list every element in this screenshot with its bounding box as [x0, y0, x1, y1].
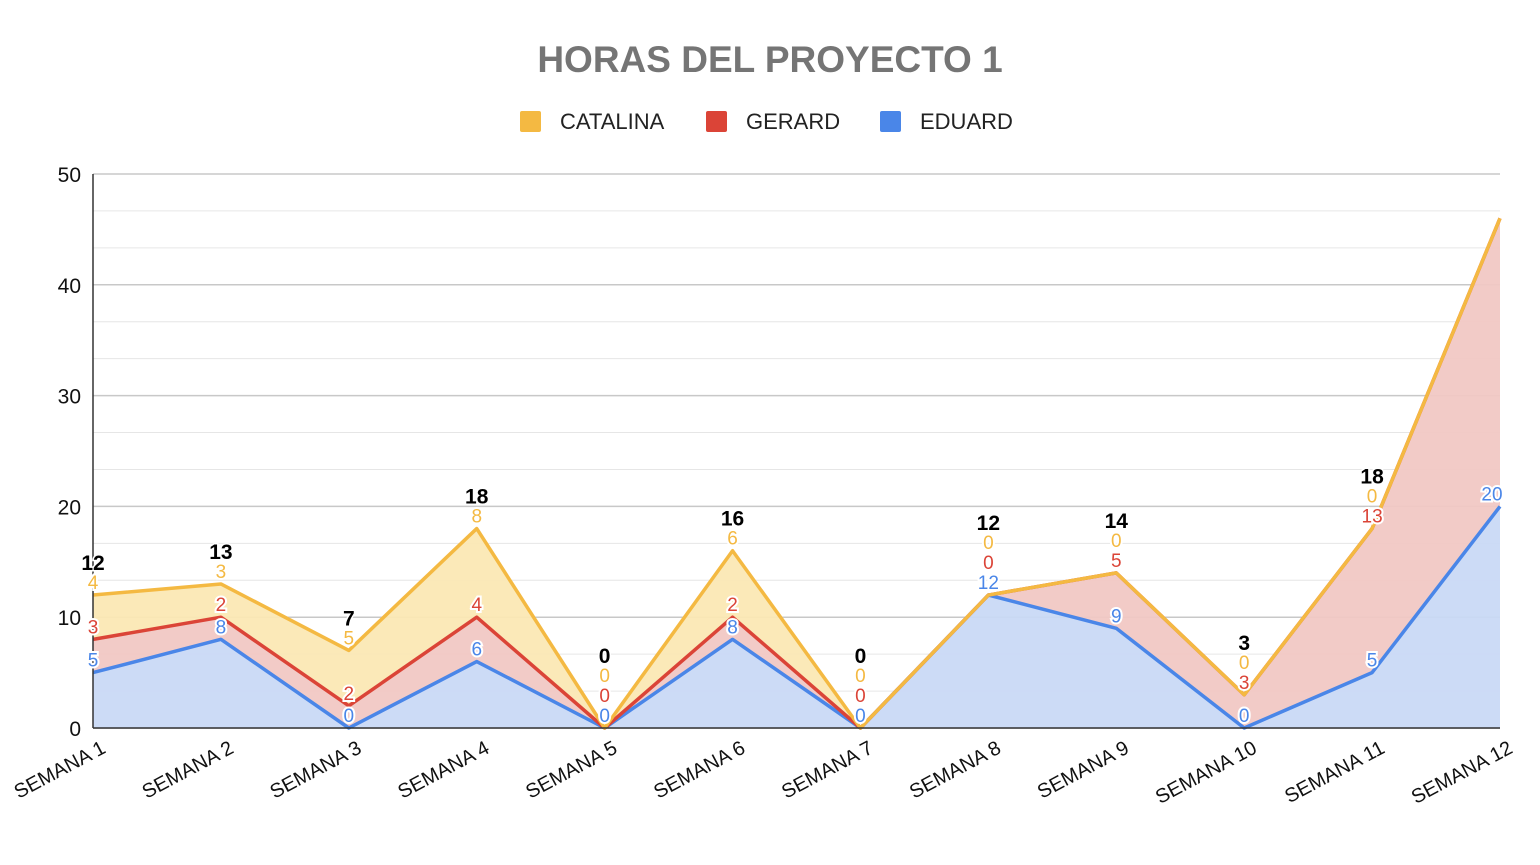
data-label-eduard: 6 — [471, 640, 482, 661]
data-label-eduard: 0 — [344, 706, 355, 727]
total-label: 3 — [1238, 632, 1250, 655]
x-tick-label: SEMANA 12 — [1408, 737, 1516, 809]
y-tick-label: 40 — [58, 275, 81, 298]
chart-title: HORAS DEL PROYECTO 1 — [537, 39, 1002, 80]
data-label-gerard: 0 — [983, 553, 994, 574]
legend-label: GERARD — [746, 109, 840, 134]
y-tick-label: 10 — [58, 607, 81, 630]
legend-swatch — [520, 111, 541, 132]
data-label-gerard: 2 — [727, 595, 738, 616]
data-label-catalina: 0 — [855, 666, 866, 687]
total-label: 16 — [721, 508, 744, 531]
y-tick-label: 30 — [58, 386, 81, 409]
line-catalina — [92, 217, 1502, 730]
data-label-catalina: 8 — [471, 507, 482, 528]
data-label-catalina: 0 — [1111, 531, 1122, 552]
data-label-eduard: 9 — [1111, 606, 1122, 627]
data-label-gerard: 3 — [88, 617, 99, 638]
x-tick-label: SEMANA 4 — [394, 737, 493, 803]
data-label-eduard: 5 — [88, 651, 99, 672]
total-label: 18 — [1360, 466, 1384, 489]
data-label-gerard: 3 — [1239, 673, 1250, 694]
data-label-catalina: 0 — [1239, 653, 1250, 674]
data-label-gerard: 2 — [216, 595, 227, 616]
legend-label: CATALINA — [560, 109, 665, 134]
data-label-gerard: 5 — [1111, 551, 1122, 572]
total-label: 14 — [1105, 510, 1129, 533]
total-label: 0 — [855, 645, 867, 668]
y-tick-label: 20 — [58, 496, 81, 519]
x-tick-label: SEMANA 5 — [522, 737, 621, 803]
y-tick-label: 50 — [58, 164, 81, 187]
areas — [92, 217, 1502, 730]
x-tick-label: SEMANA 3 — [267, 737, 366, 803]
x-tick-label: SEMANA 9 — [1034, 737, 1133, 803]
data-label-gerard: 0 — [855, 686, 866, 707]
legend: CATALINA GERARD EDUARD — [520, 109, 1013, 134]
total-label: 12 — [81, 552, 104, 575]
data-label-catalina: 0 — [983, 533, 994, 554]
line-eduard — [92, 505, 1502, 730]
data-labels: 5341282313025764818000082616000012001295… — [80, 464, 1505, 729]
data-label-catalina: 4 — [88, 573, 99, 594]
total-label: 13 — [209, 541, 232, 564]
x-tick-label: SEMANA 8 — [906, 737, 1005, 803]
x-tick-label: SEMANA 2 — [139, 737, 238, 803]
area-eduard — [93, 506, 1500, 728]
data-label-eduard: 8 — [216, 617, 227, 638]
data-label-eduard: 8 — [727, 617, 738, 638]
area-catalina — [93, 218, 1500, 728]
total-label: 0 — [599, 645, 611, 668]
x-tick-label: SEMANA 6 — [650, 737, 749, 803]
x-tick-label: SEMANA 10 — [1152, 737, 1260, 809]
data-label-eduard: 0 — [855, 706, 866, 727]
y-tick-label: 0 — [69, 718, 81, 741]
data-label-catalina: 6 — [727, 529, 738, 550]
data-label-catalina: 3 — [216, 562, 227, 583]
data-label-gerard: 2 — [344, 684, 355, 705]
data-label-eduard: 0 — [599, 706, 610, 727]
total-label: 7 — [343, 607, 355, 630]
data-label-eduard: 5 — [1367, 651, 1378, 672]
total-label: 12 — [977, 512, 1000, 535]
data-label-gerard: 13 — [1362, 507, 1383, 528]
x-tick-label: SEMANA 1 — [11, 737, 110, 803]
x-tick-label: SEMANA 11 — [1281, 737, 1388, 808]
data-label-catalina: 5 — [344, 628, 355, 649]
legend-swatch — [880, 111, 901, 132]
data-label-catalina: 0 — [599, 666, 610, 687]
data-label-eduard: 0 — [1239, 706, 1250, 727]
legend-label: EDUARD — [920, 109, 1013, 134]
data-label-eduard: 12 — [978, 573, 999, 594]
data-label-gerard: 0 — [599, 686, 610, 707]
x-tick-label: SEMANA 7 — [778, 737, 877, 803]
data-label-catalina: 0 — [1367, 487, 1378, 508]
data-label-eduard: 20 — [1481, 484, 1502, 505]
data-label-gerard: 4 — [471, 595, 482, 616]
legend-swatch — [706, 111, 727, 132]
total-label: 18 — [465, 486, 489, 509]
